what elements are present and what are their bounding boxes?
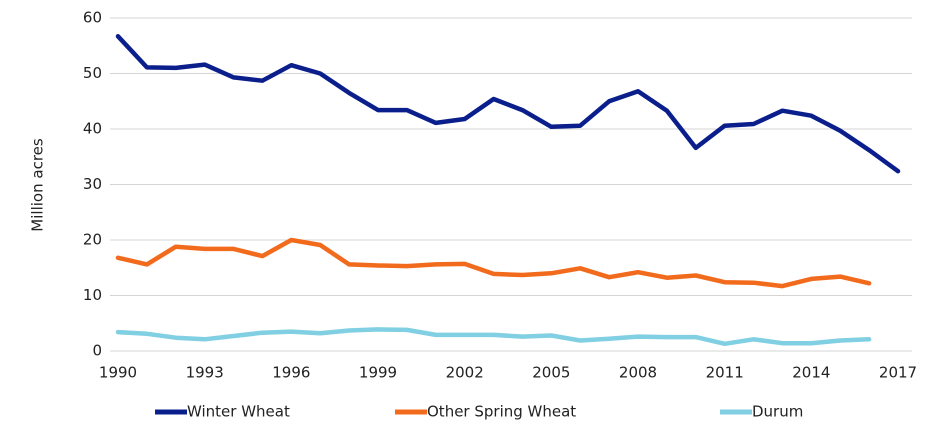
line-series [115,237,872,289]
y-tick-label: 50 [83,64,102,82]
x-tick-label: 1990 [99,364,137,382]
legend-label: Durum [752,403,803,421]
x-tick-label: 1999 [359,364,397,382]
y-tick-label: 60 [83,9,102,27]
y-tick-label: 30 [83,175,102,193]
y-tick-label: 40 [83,120,102,138]
x-tick-label: 2008 [619,364,657,382]
y-tick-label: 10 [83,286,102,304]
legend-label: Other Spring Wheat [427,403,576,421]
legend-label: Winter Wheat [187,403,290,421]
y-axis-label: Million acres [29,138,47,232]
x-tick-label: 2011 [706,364,744,382]
x-tick-label: 2014 [792,364,830,382]
x-tick-label: 2017 [879,364,917,382]
x-tick-label: 1993 [186,364,224,382]
x-tick-label: 2002 [446,364,484,382]
y-tick-label: 20 [83,231,102,249]
y-tick-label: 0 [92,342,102,360]
line-series [115,327,872,347]
x-tick-label: 1996 [272,364,310,382]
line-series [115,34,901,174]
x-tick-label: 2005 [532,364,570,382]
